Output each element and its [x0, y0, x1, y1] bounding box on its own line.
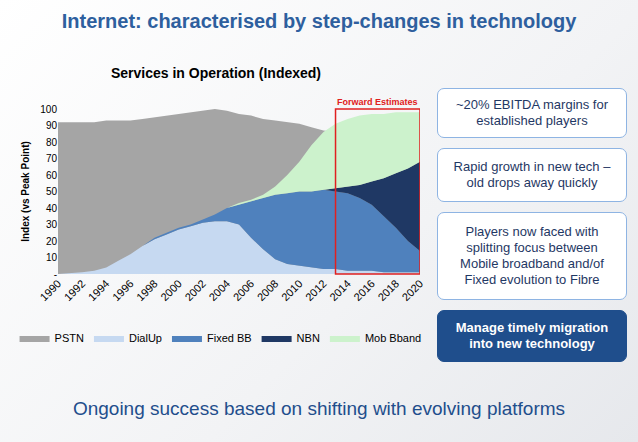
svg-text:50: 50: [46, 186, 58, 197]
svg-text:2008: 2008: [255, 277, 281, 303]
svg-text:90: 90: [46, 120, 58, 131]
svg-text:-: -: [54, 269, 57, 280]
svg-text:Fixed BB: Fixed BB: [207, 332, 252, 344]
html-text:Manage timely migration into n: Manage timely migration into new technol…: [455, 320, 609, 351]
svg-text:NBN: NBN: [297, 332, 320, 344]
svg-text:Index (vs Peak Point): Index (vs Peak Point): [20, 141, 31, 242]
svg-text:80: 80: [46, 137, 58, 148]
svg-text:30: 30: [46, 219, 58, 230]
html-text:~20% EBITDA margins for establ: ~20% EBITDA margins for established play…: [456, 97, 608, 128]
svg-text:2014: 2014: [327, 277, 353, 303]
svg-text:10: 10: [46, 252, 58, 263]
svg-text:Forward Estimates: Forward Estimates: [337, 97, 418, 107]
svg-text:2020: 2020: [400, 277, 426, 303]
svg-text:2016: 2016: [351, 277, 377, 303]
svg-text:1990: 1990: [38, 277, 64, 303]
html-text:Players now faced with splitti: Players now faced with splitting focus b…: [460, 224, 604, 287]
svg-text:2006: 2006: [231, 277, 257, 303]
svg-text:70: 70: [46, 153, 58, 164]
html-text:Internet: characterised by ste: Internet: characterised by step-changes …: [61, 10, 577, 32]
svg-text:1994: 1994: [86, 277, 112, 303]
svg-text:2000: 2000: [158, 277, 184, 303]
svg-text:2004: 2004: [206, 277, 232, 303]
svg-text:1992: 1992: [62, 277, 88, 303]
svg-text:20: 20: [46, 236, 58, 247]
svg-text:1998: 1998: [134, 277, 160, 303]
svg-text:DialUp: DialUp: [129, 332, 162, 344]
svg-text:2018: 2018: [375, 277, 401, 303]
svg-text:Mob Bband: Mob Bband: [365, 332, 421, 344]
svg-text:Services in Operation (Indexed: Services in Operation (Indexed): [111, 65, 321, 81]
html-text:Rapid growth in new tech – old: Rapid growth in new tech – old drops awa…: [453, 159, 611, 190]
svg-text:100: 100: [40, 104, 57, 115]
svg-text:1996: 1996: [110, 277, 136, 303]
html-text:Ongoing success based on shift: Ongoing success based on shifting with e…: [72, 398, 566, 419]
svg-text:2002: 2002: [182, 277, 208, 303]
svg-text:60: 60: [46, 170, 58, 181]
svg-text:40: 40: [46, 203, 58, 214]
svg-text:2010: 2010: [279, 277, 305, 303]
svg-text:2012: 2012: [303, 277, 329, 303]
svg-text:PSTN: PSTN: [55, 332, 84, 344]
